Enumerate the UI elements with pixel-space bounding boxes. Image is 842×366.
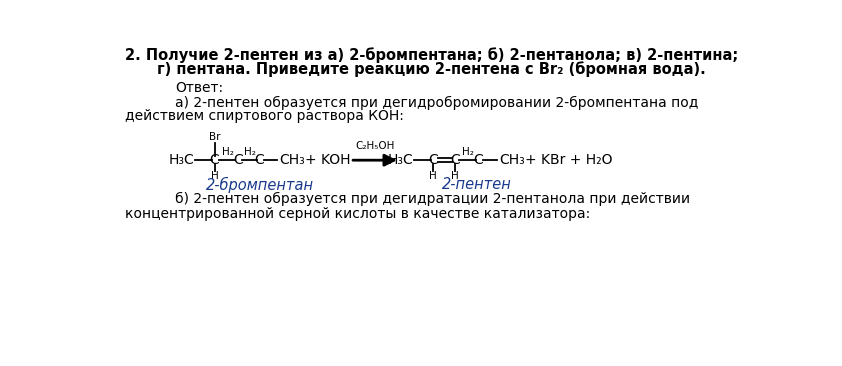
Text: г) пентана. Приведите реакцию 2-пентена с Br₂ (бромная вода).: г) пентана. Приведите реакцию 2-пентена … <box>157 61 706 77</box>
Text: CH₃: CH₃ <box>499 153 525 167</box>
Text: H₂: H₂ <box>221 147 233 157</box>
Text: б) 2-пентен образуется при дегидратации 2-пентанола при действии: б) 2-пентен образуется при дегидратации … <box>175 192 690 206</box>
Text: 2-пентен: 2-пентен <box>442 178 512 192</box>
Text: C: C <box>473 153 483 167</box>
Text: CH₃: CH₃ <box>279 153 305 167</box>
Text: концентрированной серной кислоты в качестве катализатора:: концентрированной серной кислоты в качес… <box>125 207 590 221</box>
Text: H₂: H₂ <box>462 147 474 157</box>
Text: Ответ:: Ответ: <box>175 81 223 95</box>
Text: Br: Br <box>209 132 221 142</box>
Text: C: C <box>429 153 438 167</box>
Text: действием спиртового раствора КОН:: действием спиртового раствора КОН: <box>125 109 403 123</box>
Text: 2. Получие 2-пентен из а) 2-бромпентана; б) 2-пентанола; в) 2-пентина;: 2. Получие 2-пентен из а) 2-бромпентана;… <box>125 48 738 63</box>
Text: H: H <box>429 171 437 182</box>
Text: + KOH: + KOH <box>305 153 351 167</box>
Text: H₃C: H₃C <box>388 153 413 167</box>
Text: H: H <box>451 171 459 182</box>
Text: H₃C: H₃C <box>168 153 195 167</box>
Text: H: H <box>210 171 218 182</box>
Text: 2-бромпентан: 2-бромпентан <box>206 177 314 193</box>
Text: а) 2-пентен образуется при дегидробромировании 2-бромпентана под: а) 2-пентен образуется при дегидробромир… <box>175 96 698 110</box>
Text: C₂H₅OH: C₂H₅OH <box>355 141 395 151</box>
Text: + KBr + H₂O: + KBr + H₂O <box>525 153 613 167</box>
Text: C: C <box>210 153 220 167</box>
Text: C: C <box>233 153 242 167</box>
Text: H₂: H₂ <box>244 147 256 157</box>
Text: C: C <box>254 153 264 167</box>
Text: C: C <box>450 153 460 167</box>
